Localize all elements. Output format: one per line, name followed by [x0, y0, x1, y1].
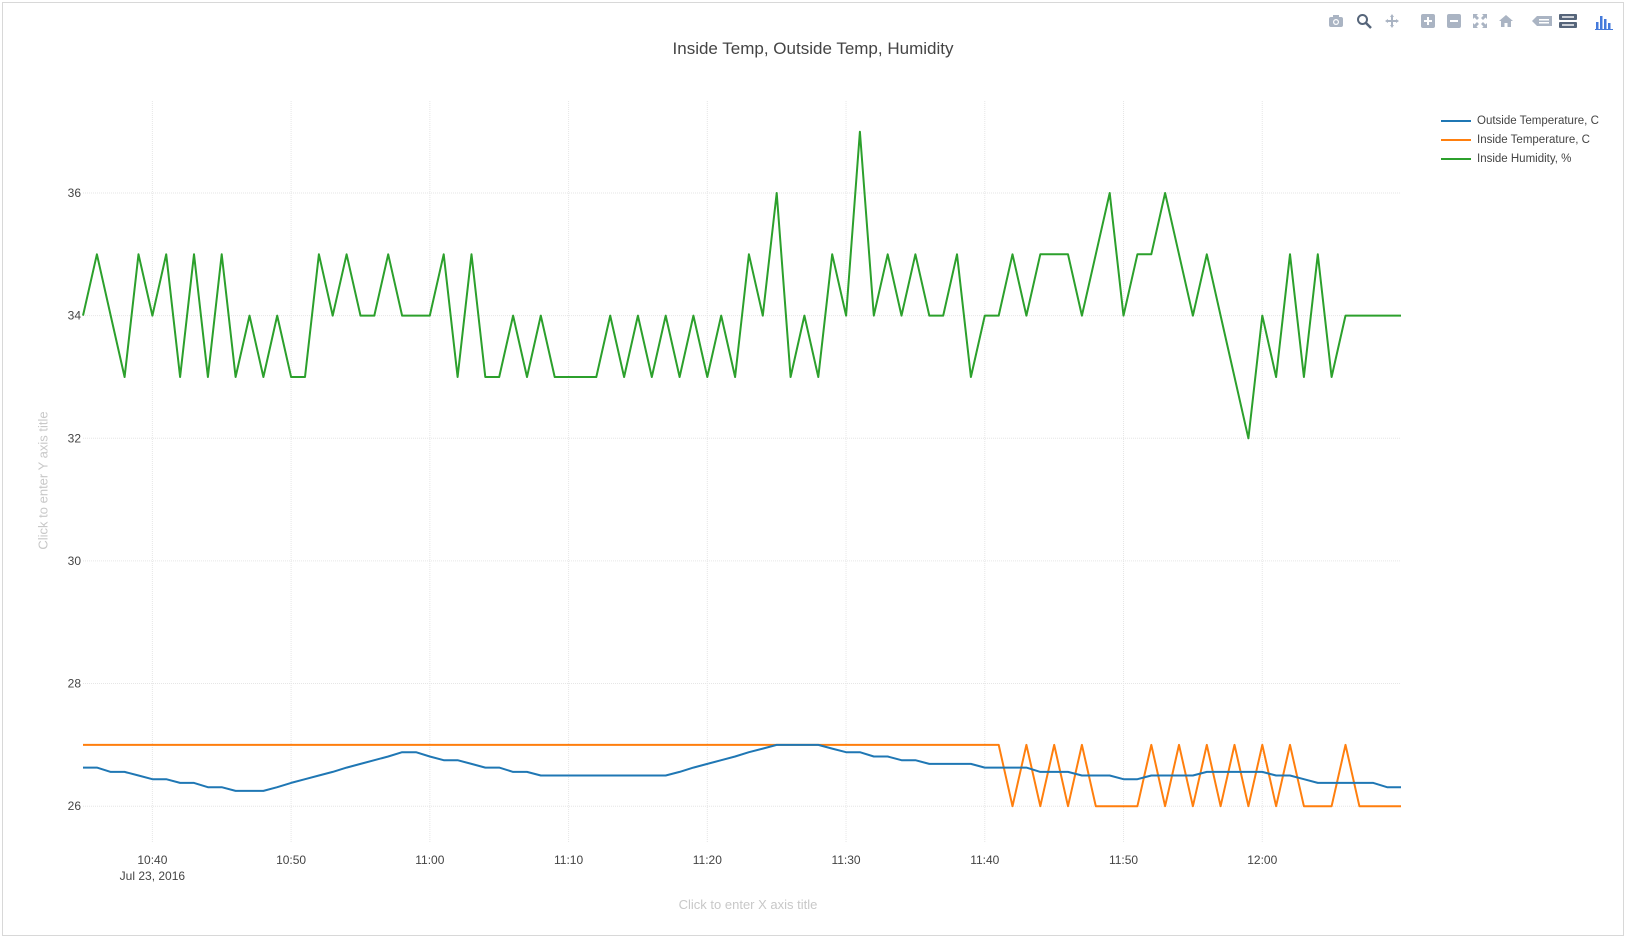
- plot-area[interactable]: 26 28 30 32 34 36 10:40 Jul 23, 2016 10:50 11:00…: [3, 3, 1625, 937]
- legend-item[interactable]: Inside Humidity, %: [1441, 149, 1599, 168]
- hover-closest-icon[interactable]: [1531, 11, 1553, 31]
- modebar: [1325, 11, 1615, 31]
- plotly-logo-icon[interactable]: [1593, 11, 1615, 31]
- y-axis-title[interactable]: Click to enter Y axis title: [35, 411, 51, 550]
- legend-swatch: [1441, 138, 1471, 141]
- autoscale-icon[interactable]: [1469, 11, 1491, 31]
- x-tick-label: 11:00: [415, 853, 444, 867]
- legend-swatch: [1441, 119, 1471, 122]
- series-lines: [82, 130, 1401, 808]
- x-axis-title[interactable]: Click to enter X axis title: [678, 897, 818, 912]
- x-tick-label: 11:20: [693, 853, 722, 867]
- zoom-out-icon[interactable]: [1443, 11, 1465, 31]
- legend-label: Outside Temperature, C: [1477, 114, 1599, 127]
- camera-icon[interactable]: [1325, 11, 1347, 31]
- x-tick-label: 11:40: [970, 853, 999, 867]
- legend: Outside Temperature, C Inside Temperature…: [1441, 111, 1599, 168]
- legend-item[interactable]: Inside Temperature, C: [1441, 130, 1599, 149]
- chart-title: Inside Temp, Outside Temp, Humidity: [672, 39, 954, 58]
- x-tick-label: 11:30: [831, 853, 860, 867]
- x-tick-label: 10:40: [137, 853, 167, 867]
- x-date-label: Jul 23, 2016: [120, 869, 186, 883]
- y-tick-label: 26: [68, 799, 82, 813]
- pan-icon[interactable]: [1381, 11, 1403, 31]
- series-line-1[interactable]: [83, 743, 1401, 808]
- x-tick-label: 11:50: [1109, 853, 1138, 867]
- y-tick-label: 32: [68, 431, 82, 445]
- x-tick-label: 12:00: [1247, 853, 1277, 867]
- y-axis: 26 28 30 32 34 36: [68, 186, 82, 813]
- legend-label: Inside Temperature, C: [1477, 133, 1590, 146]
- reset-axes-icon[interactable]: [1495, 11, 1517, 31]
- legend-item[interactable]: Outside Temperature, C: [1441, 111, 1599, 130]
- y-tick-label: 36: [68, 186, 82, 200]
- x-tick-label: 10:50: [276, 853, 306, 867]
- zoom-in-icon[interactable]: [1417, 11, 1439, 31]
- gridlines: [83, 101, 1401, 843]
- y-tick-label: 34: [68, 309, 82, 323]
- x-tick-label: 11:10: [554, 853, 583, 867]
- zoom-icon[interactable]: [1353, 11, 1375, 31]
- series-line-2[interactable]: [82, 130, 1401, 440]
- y-tick-label: 28: [68, 677, 82, 691]
- legend-swatch: [1441, 157, 1471, 160]
- legend-label: Inside Humidity, %: [1477, 152, 1572, 165]
- y-tick-label: 30: [68, 554, 82, 568]
- hover-compare-icon[interactable]: [1557, 11, 1579, 31]
- x-axis: 10:40 Jul 23, 2016 10:50 11:00 11:10 11:20 11:…: [120, 853, 1278, 883]
- series-line-0[interactable]: [83, 743, 1401, 792]
